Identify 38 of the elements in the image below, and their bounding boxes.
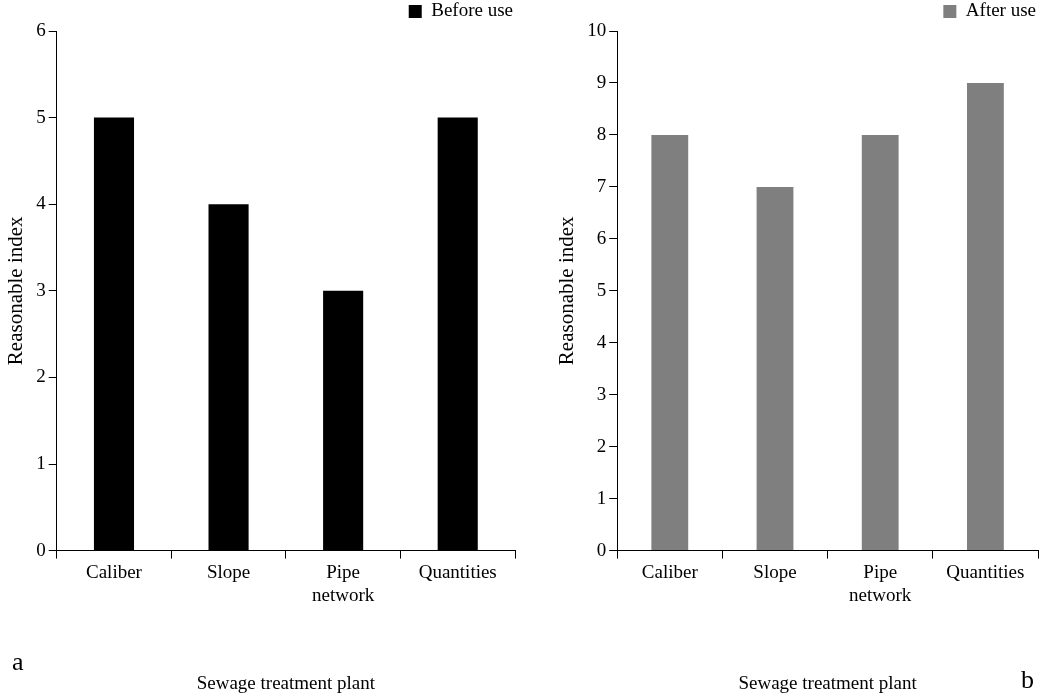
y-tick-label: 4 bbox=[596, 330, 607, 352]
x-axis-title: Sewage treatment plant bbox=[196, 671, 376, 693]
legend-label: After use bbox=[965, 0, 1037, 21]
x-tick-label: Quantities bbox=[418, 560, 497, 582]
y-tick-label: 2 bbox=[36, 365, 46, 387]
x-tick-label: Caliber bbox=[86, 560, 143, 582]
y-tick-label: 3 bbox=[36, 278, 46, 300]
bar bbox=[861, 134, 899, 551]
y-tick-label: 1 bbox=[36, 451, 46, 473]
y-tick-label: 9 bbox=[596, 70, 607, 92]
y-tick-label: 2 bbox=[596, 434, 607, 456]
y-axis-title: Reasonable index bbox=[554, 215, 579, 366]
x-tick-label: Caliber bbox=[641, 560, 699, 582]
x-tick-label: Pipe network bbox=[312, 560, 375, 605]
y-tick-label: 7 bbox=[596, 174, 607, 196]
y-tick-label: 5 bbox=[596, 278, 607, 300]
bar bbox=[966, 82, 1004, 551]
y-tick-label: 6 bbox=[596, 226, 607, 248]
y-tick-label: 1 bbox=[596, 486, 607, 508]
x-tick-label: Slope bbox=[206, 560, 251, 582]
y-tick-label: 5 bbox=[36, 105, 46, 127]
y-tick-label: 0 bbox=[596, 538, 607, 560]
bar bbox=[651, 134, 689, 551]
x-axis-title: Sewage treatment plant bbox=[738, 671, 918, 693]
x-tick-label: Pipe network bbox=[849, 560, 912, 605]
y-tick-label: 10 bbox=[587, 18, 607, 40]
text: b bbox=[1021, 665, 1034, 694]
y-tick-label: 4 bbox=[36, 192, 47, 214]
y-tick-label: 0 bbox=[36, 538, 46, 560]
y-tick-label: 3 bbox=[596, 382, 607, 404]
legend-label: Before use bbox=[431, 0, 514, 21]
y-tick-label: 6 bbox=[36, 18, 46, 40]
y-tick-label: 8 bbox=[596, 122, 607, 144]
x-tick-label: Quantities bbox=[946, 560, 1025, 582]
bar bbox=[756, 186, 794, 551]
y-axis-title: Reasonable index bbox=[3, 215, 28, 366]
text: a bbox=[12, 647, 24, 676]
x-tick-label: Slope bbox=[753, 560, 797, 582]
